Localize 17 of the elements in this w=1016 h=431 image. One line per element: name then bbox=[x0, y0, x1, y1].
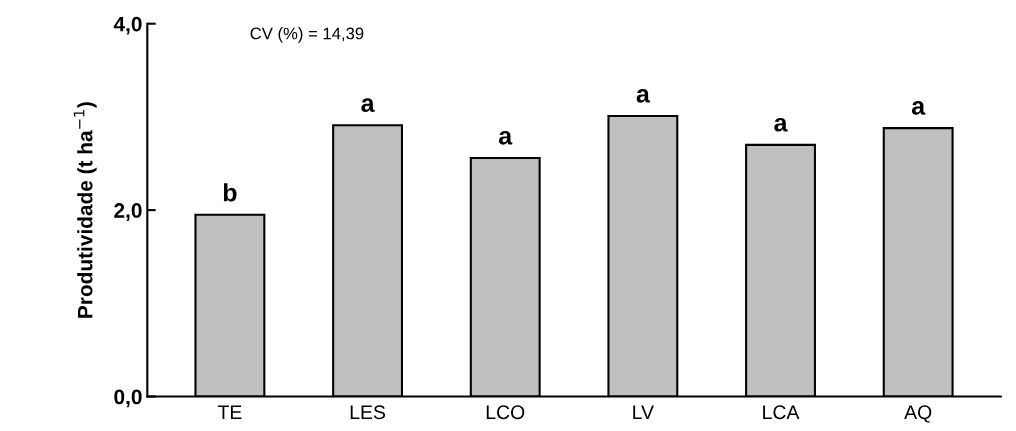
annotation: CV (%) = 14,39 bbox=[250, 27, 364, 43]
annotation: a bbox=[911, 101, 926, 115]
annotation: b bbox=[223, 183, 237, 202]
annotation: a bbox=[361, 98, 375, 113]
x-tick-label: LV bbox=[633, 405, 654, 419]
annotation: a bbox=[499, 130, 513, 145]
y-tick-label: 0,0 bbox=[114, 389, 142, 408]
y-tick-label: 2,0 bbox=[114, 203, 142, 221]
x-tick-label: LES bbox=[350, 405, 386, 420]
y-tick-label: 4,0 bbox=[113, 16, 142, 35]
x-tick-label: AQ bbox=[904, 405, 932, 423]
annotation: a bbox=[636, 89, 650, 103]
x-tick-label: LCA bbox=[763, 405, 800, 420]
x-tick-label: TE bbox=[217, 405, 242, 419]
y-axis-title: Produtividade (t ha$^{−1}$) bbox=[73, 102, 97, 318]
x-tick-label: LCO bbox=[486, 405, 525, 420]
annotation: a bbox=[774, 117, 788, 132]
